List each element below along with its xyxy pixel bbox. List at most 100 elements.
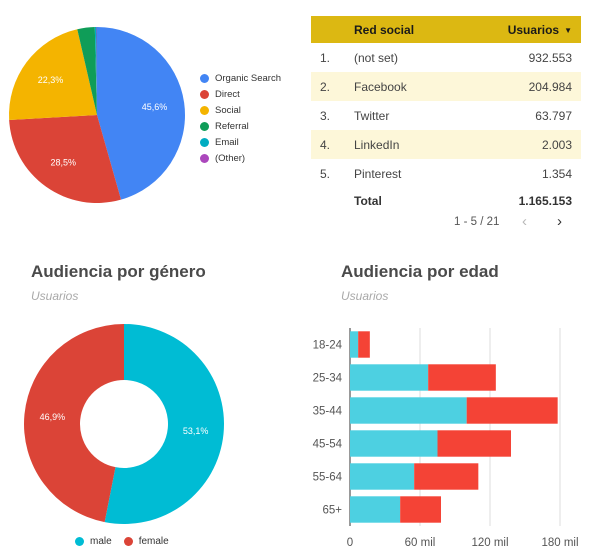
row-name: (not set) bbox=[354, 50, 399, 65]
bar-female-18-24[interactable] bbox=[358, 331, 370, 358]
legend-label: Referral bbox=[215, 120, 249, 132]
legend-item-direct[interactable]: Direct bbox=[200, 86, 281, 102]
legend-swatch bbox=[200, 105, 209, 115]
bar-male-45-54[interactable] bbox=[350, 430, 438, 457]
legend-item-email[interactable]: Email bbox=[200, 134, 281, 150]
y-tick-label: 45-54 bbox=[313, 439, 343, 451]
legend-item-organic-search[interactable]: Organic Search bbox=[200, 70, 281, 86]
x-tick-label: 0 bbox=[347, 537, 353, 549]
legend-swatch bbox=[200, 73, 209, 83]
pie-slice-other[interactable] bbox=[96, 27, 97, 115]
legend-label: Email bbox=[215, 136, 239, 148]
legend-label: (Other) bbox=[215, 152, 246, 164]
table-row[interactable]: 5. Pinterest 1.354 bbox=[311, 159, 581, 188]
row-value: 63.797 bbox=[535, 108, 572, 123]
donut-slice-male[interactable] bbox=[104, 324, 224, 524]
row-value: 932.553 bbox=[528, 50, 572, 65]
x-tick-label: 180 mil bbox=[541, 537, 578, 549]
y-tick-label: 55-64 bbox=[313, 472, 343, 484]
table-row[interactable]: 1. (not set) 932.553 bbox=[311, 43, 581, 72]
row-index: 1. bbox=[320, 50, 331, 65]
bar-male-18-24[interactable] bbox=[350, 331, 359, 358]
legend-item-social[interactable]: Social bbox=[200, 102, 281, 118]
donut-label-male: 53,1% bbox=[183, 426, 209, 436]
legend-swatch bbox=[200, 153, 209, 163]
bar-female-35-44[interactable] bbox=[466, 397, 558, 424]
legend-swatch bbox=[123, 536, 133, 546]
pie-slice-organic-search[interactable] bbox=[97, 27, 185, 200]
gender-section-subtitle: Usuarios bbox=[31, 289, 79, 303]
pie-slice-email[interactable] bbox=[94, 27, 97, 115]
chevron-left-icon[interactable]: ‹ bbox=[522, 213, 527, 230]
y-tick-label: 65+ bbox=[322, 505, 342, 517]
legend-label: female bbox=[138, 535, 169, 547]
pie-slice-referral[interactable] bbox=[77, 27, 97, 115]
age-bar-chart: 0 60 mil 120 mil 180 mil 18-24 25-34 35-44 45-5… bbox=[313, 328, 579, 549]
table-pagination: 1 - 5 / 21 ‹ › bbox=[451, 213, 581, 233]
x-tick-label: 60 mil bbox=[405, 537, 436, 549]
channels-pie-chart: 45,6% 28,5% 22,3% bbox=[9, 27, 185, 203]
bar-female-65[interactable] bbox=[400, 496, 441, 523]
bar-male-25-34[interactable] bbox=[350, 364, 429, 391]
header-usuarios-label: Usuarios bbox=[507, 22, 560, 37]
table-total-row: Total 1.165.153 bbox=[311, 188, 581, 214]
y-tick-label: 35-44 bbox=[313, 406, 343, 418]
table-body: 1. (not set) 932.553 2. Facebook 204.984 3. Twi… bbox=[311, 43, 581, 188]
table-row[interactable]: 2. Facebook 204.984 bbox=[311, 72, 581, 101]
total-label: Total bbox=[354, 194, 382, 208]
row-value: 2.003 bbox=[541, 137, 572, 152]
x-tick-label: 120 mil bbox=[471, 537, 508, 549]
legend-label: male bbox=[90, 535, 112, 547]
row-value: 1.354 bbox=[541, 166, 572, 181]
gender-donut-chart: 53,1% 46,9% bbox=[23, 324, 224, 524]
legend-label: Social bbox=[215, 104, 241, 116]
legend-item-other[interactable]: (Other) bbox=[200, 150, 281, 166]
row-index: 3. bbox=[320, 108, 331, 123]
row-index: 5. bbox=[320, 166, 331, 181]
row-name: Facebook bbox=[354, 79, 407, 94]
table-row[interactable]: 4. LinkedIn 2.003 bbox=[311, 130, 581, 159]
row-value: 204.984 bbox=[528, 79, 572, 94]
bar-female-45-54[interactable] bbox=[437, 430, 512, 457]
total-value: 1.165.153 bbox=[518, 194, 572, 208]
donut-slice-female[interactable] bbox=[23, 324, 124, 523]
legend-swatch bbox=[200, 89, 209, 99]
row-index: 4. bbox=[320, 137, 331, 152]
header-usuarios[interactable]: Usuarios ▼ bbox=[481, 23, 581, 37]
bar-female-55-64[interactable] bbox=[414, 463, 479, 490]
pagination-range: 1 - 5 / 21 bbox=[454, 216, 500, 228]
y-tick-label: 25-34 bbox=[313, 373, 343, 385]
bar-male-65[interactable] bbox=[350, 496, 401, 523]
row-name: Pinterest bbox=[354, 166, 402, 181]
pie-slice-direct[interactable] bbox=[9, 115, 122, 203]
bar-female-25-34[interactable] bbox=[428, 364, 496, 391]
gender-section-title: Audiencia por género bbox=[31, 262, 206, 281]
row-index: 2. bbox=[320, 79, 331, 94]
pie-slice-social[interactable] bbox=[9, 29, 97, 120]
bar-male-55-64[interactable] bbox=[350, 463, 415, 490]
age-section-subtitle: Usuarios bbox=[341, 289, 389, 303]
caret-down-icon: ▼ bbox=[564, 25, 572, 35]
legend-item-female[interactable]: female bbox=[123, 533, 169, 549]
pie-label-direct: 28,5% bbox=[51, 157, 77, 167]
legend-swatch bbox=[200, 121, 209, 131]
legend-label: Direct bbox=[215, 88, 240, 100]
legend-label: Organic Search bbox=[215, 72, 282, 84]
legend-swatch bbox=[75, 536, 84, 546]
chevron-right-icon[interactable]: › bbox=[557, 213, 562, 230]
pie-label-organic-search: 45,6% bbox=[142, 102, 168, 112]
legend-item-referral[interactable]: Referral bbox=[200, 118, 281, 134]
row-name: Twitter bbox=[354, 108, 390, 123]
table-row[interactable]: 3. Twitter 63.797 bbox=[311, 101, 581, 130]
legend-swatch bbox=[200, 137, 209, 147]
table-header: Red social Usuarios ▼ bbox=[311, 16, 581, 43]
row-name: LinkedIn bbox=[354, 137, 400, 152]
pie-label-social: 22,3% bbox=[38, 75, 64, 85]
social-network-table: Red social Usuarios ▼ 1. (not set) 932.553 2… bbox=[311, 16, 581, 214]
gender-legend: male female bbox=[75, 533, 181, 549]
header-red-social[interactable]: Red social bbox=[354, 22, 415, 37]
channels-legend: Organic Search Direct Social Referral Email (… bbox=[200, 70, 281, 166]
bar-male-35-44[interactable] bbox=[350, 397, 467, 424]
y-tick-label: 18-24 bbox=[313, 340, 343, 352]
legend-item-male[interactable]: male bbox=[75, 533, 112, 549]
